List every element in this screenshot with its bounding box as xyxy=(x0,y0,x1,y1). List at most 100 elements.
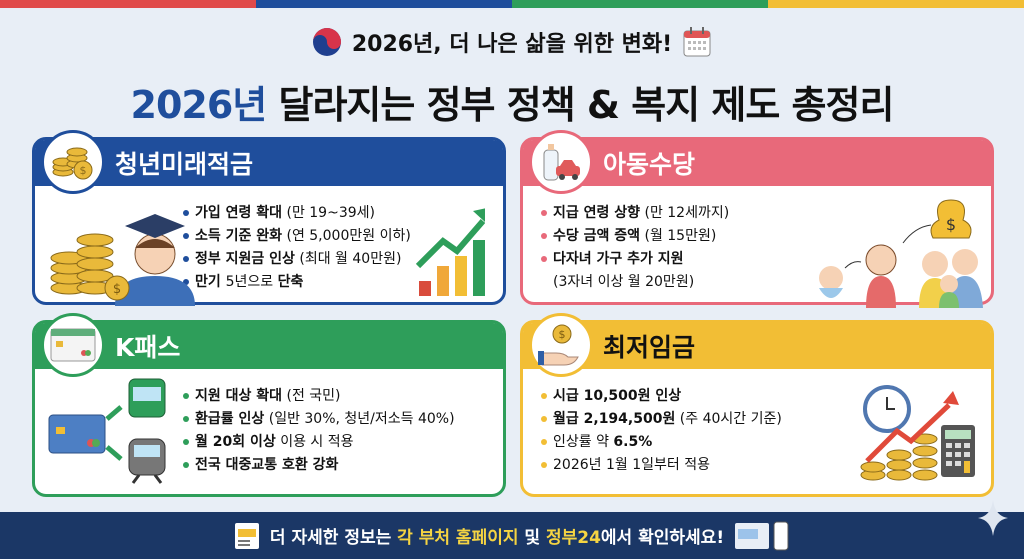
bold-text: 지원 대상 확대 xyxy=(195,388,283,404)
benefit-list: 시급 10,500원 인상 월급 2,194,500원 (주 40시간 기준) 인상… xyxy=(541,385,782,477)
text: (최대 월 40만원) xyxy=(294,251,402,267)
benefit-list: 지원 대상 확대 (전 국민) 환급률 인상 (일반 30%, 청년/저소득 40… xyxy=(183,385,455,477)
card-header: K패스 xyxy=(35,323,503,369)
bullet-icon xyxy=(541,210,547,216)
text: (만 12세까지) xyxy=(640,205,730,221)
list-item: 2026년 1월 1일부터 적용 xyxy=(541,454,782,477)
bullet-icon xyxy=(183,233,189,239)
list-item: 시급 10,500원 인상 xyxy=(541,385,782,408)
title-rest: 달라지는 정부 정책 & 복지 제도 총정리 xyxy=(266,83,895,127)
card-title: 청년미래적금 xyxy=(115,150,254,179)
browser-icon xyxy=(234,522,259,549)
bold-text: 단축 xyxy=(277,274,304,290)
transit-card-icon xyxy=(41,313,105,377)
card-title: K패스 xyxy=(115,333,181,362)
card-header: 아동수당 xyxy=(523,140,991,186)
bold-text: 소득 기준 완화 xyxy=(195,228,283,244)
bold-text: 월급 2,194,500원 xyxy=(553,411,676,427)
list-item: 정부 지원금 인상 (최대 월 40만원) xyxy=(183,248,411,271)
list-item: 월 20회 이상 이용 시 적용 xyxy=(183,431,455,454)
card-title: 최저임금 xyxy=(603,333,696,362)
card-youth-savings: 청년미래적금 $ 가입 연령 확대 (만 19~39세) 소득 기준 완화 (연 5,… xyxy=(32,130,506,306)
card-header: 청년미래적금 xyxy=(35,140,503,186)
bullet-icon xyxy=(541,233,547,239)
wage-growth-illustration xyxy=(860,385,975,481)
footer-highlight-ministries: 각 부처 홈페이지 xyxy=(397,528,519,548)
header-subtitle-row: 2026년, 더 나은 삶을 위한 변화! xyxy=(0,26,1024,58)
list-item: 환급률 인상 (일반 30%, 청년/저소득 40%) xyxy=(183,408,455,431)
list-item: 월급 2,194,500원 (주 40시간 기준) xyxy=(541,408,782,431)
text: 인상률 약 xyxy=(553,434,614,450)
list-item: 전국 대중교통 호환 강화 xyxy=(183,454,455,477)
card-k-pass: K패스 지원 대상 확대 (전 국민) 환급률 인상 (일반 30%, 청년/저소득… xyxy=(32,313,506,497)
bullet-icon xyxy=(541,462,547,468)
bullet-icon xyxy=(183,256,189,262)
card-minimum-wage: 최저임금 $ 시급 10,500원 인상 월급 2,194,500원 (주 40시간 … xyxy=(520,313,994,497)
footer-highlight-gov24: 정부24 xyxy=(545,528,601,548)
text: 이용 시 적용 xyxy=(275,434,354,450)
bullet-icon xyxy=(183,462,189,468)
bold-text: 가입 연령 확대 xyxy=(195,205,283,221)
benefit-list: 가입 연령 확대 (만 19~39세) 소득 기준 완화 (연 5,000만원 이… xyxy=(183,202,411,294)
bold-text: 다자녀 가구 추가 지원 xyxy=(553,251,684,267)
page-title: 2026년 달라지는 정부 정책 & 복지 제도 총정리 xyxy=(0,74,1024,129)
svg-text:$: $ xyxy=(559,328,566,341)
bold-text: 전국 대중교통 호환 강화 xyxy=(195,457,339,473)
list-item: (3자녀 이상 월 20만원) xyxy=(541,271,729,294)
bold-text: 6.5% xyxy=(613,434,653,450)
text: (일반 30%, 청년/저소득 40%) xyxy=(264,411,455,427)
bold-text: 만기 xyxy=(195,274,226,290)
text: (월 15만원) xyxy=(640,228,717,244)
taegeuk-emblem-icon xyxy=(312,28,341,56)
title-year: 2026년 xyxy=(130,83,268,127)
bullet-icon xyxy=(541,416,547,422)
bold-text: 정부 지원금 인상 xyxy=(195,251,295,267)
bold-text: 환급률 인상 xyxy=(195,411,265,427)
list-item: 지원 대상 확대 (전 국민) xyxy=(183,385,455,408)
text: (3자녀 이상 월 20만원) xyxy=(553,274,695,290)
list-item: 인상률 약 6.5% xyxy=(541,431,782,454)
card-illustration: $ xyxy=(811,198,986,312)
text: (전 국민) xyxy=(282,388,341,404)
bullet-icon xyxy=(183,393,189,399)
card-transit-illustration xyxy=(48,378,166,484)
bullet-icon xyxy=(183,279,189,285)
bullet-icon xyxy=(541,439,547,445)
text: (연 5,000만원 이하) xyxy=(282,228,411,244)
bold-text: 지급 연령 상향 xyxy=(553,205,641,221)
svg-text:$: $ xyxy=(113,282,121,297)
bullet-icon xyxy=(541,393,547,399)
list-item: 수당 금액 증액 (월 15만원) xyxy=(541,225,729,248)
card-header: 최저임금 xyxy=(523,323,991,369)
coins-icon: $ xyxy=(41,130,105,194)
sparkle-icon xyxy=(978,500,1008,536)
text: (주 40시간 기준) xyxy=(675,411,782,427)
list-item: 다자녀 가구 추가 지원 xyxy=(541,248,729,271)
card-illustration xyxy=(857,385,977,489)
footer-post: 에서 확인하세요! xyxy=(600,528,725,548)
bold-text: 수당 금액 증액 xyxy=(553,228,641,244)
header-subtitle: 2026년, 더 나은 삶을 위한 변화! xyxy=(351,32,673,57)
text: (만 19~39세) xyxy=(282,205,375,221)
svg-text:$: $ xyxy=(80,164,87,177)
graduate-savings-illustration: $ xyxy=(50,208,487,306)
bullet-icon xyxy=(183,416,189,422)
bullet-icon xyxy=(541,256,547,262)
hand-coin-icon: $ xyxy=(529,313,593,377)
card-illustration xyxy=(47,377,182,491)
list-item: 소득 기준 완화 (연 5,000만원 이하) xyxy=(183,225,411,248)
list-item: 만기 5년으로 단축 xyxy=(183,271,411,294)
text: 5년으로 xyxy=(225,274,278,290)
card-illustration: $ xyxy=(45,196,487,310)
footer-mid: 및 xyxy=(518,528,546,548)
bullet-icon xyxy=(183,210,189,216)
footer-banner: 더 자세한 정보는 각 부처 홈페이지 및 정부24에서 확인하세요! xyxy=(0,512,1024,559)
top-color-stripe xyxy=(0,0,1024,8)
family-allowance-illustration: $ xyxy=(819,199,983,308)
svg-text:$: $ xyxy=(946,215,956,234)
bold-text: 월 20회 이상 xyxy=(195,434,276,450)
calendar-icon xyxy=(683,27,711,57)
benefit-list: 지급 연령 상향 (만 12세까지) 수당 금액 증액 (월 15만원) 다자녀 가… xyxy=(541,202,729,294)
card-title: 아동수당 xyxy=(603,150,696,179)
